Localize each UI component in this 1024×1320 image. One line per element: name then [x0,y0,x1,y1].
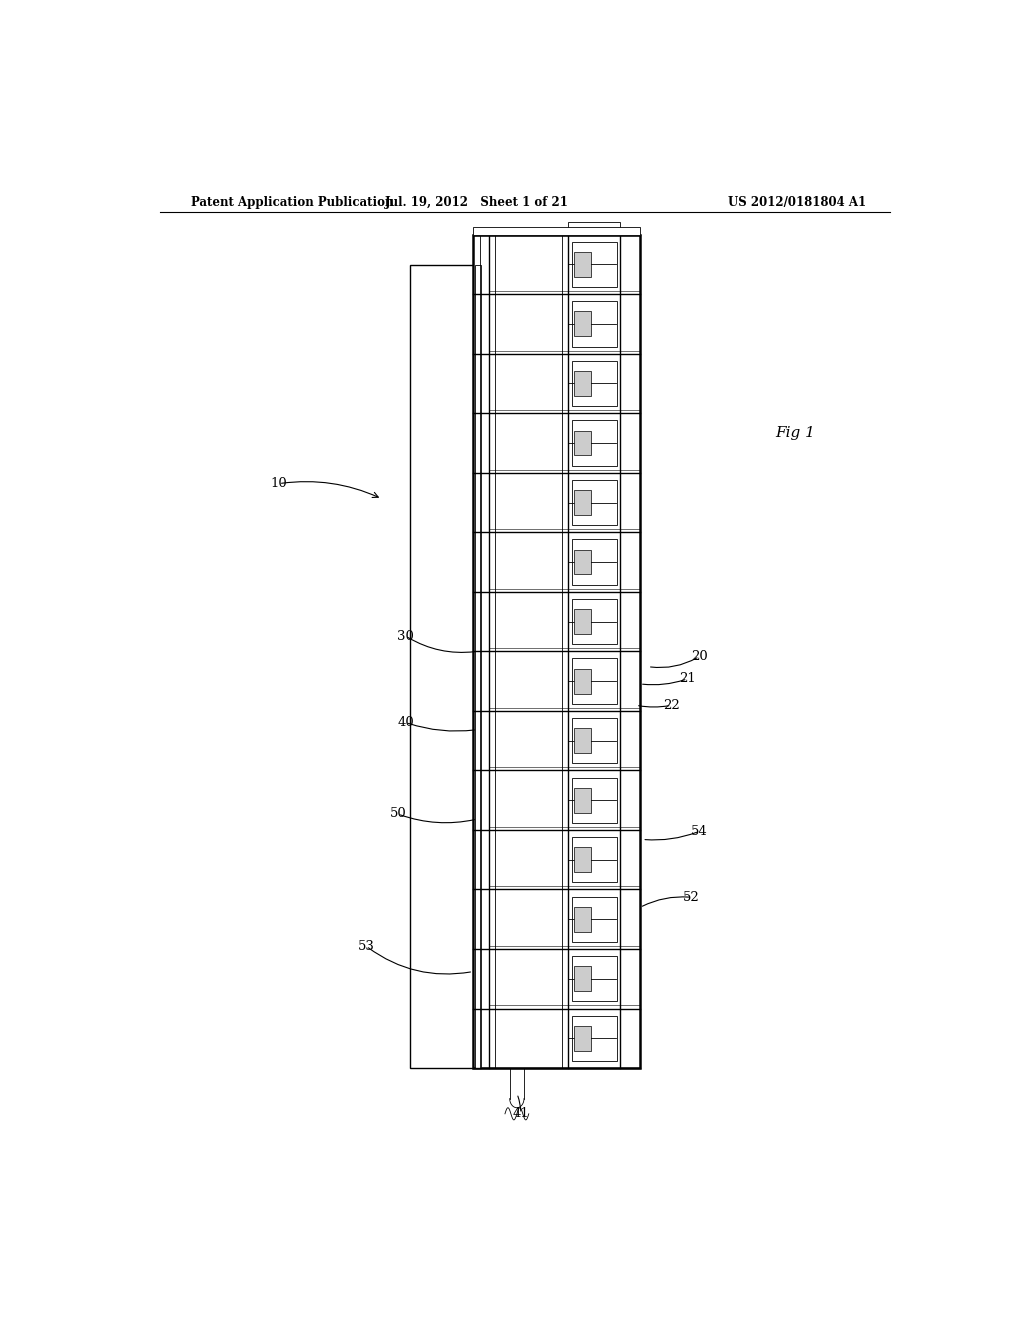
Bar [571,599,616,644]
Text: 20: 20 [691,649,708,663]
Text: Jul. 19, 2012   Sheet 1 of 21: Jul. 19, 2012 Sheet 1 of 21 [385,195,569,209]
Bar [573,609,591,634]
Text: 22: 22 [664,698,680,711]
Text: 30: 30 [397,630,414,643]
Bar [571,837,616,882]
Text: 21: 21 [679,672,696,685]
Bar [571,242,616,286]
Bar [573,252,591,277]
Bar [571,301,616,347]
Bar [571,896,616,942]
Bar [573,549,591,574]
Bar [473,235,640,1068]
Bar [473,227,640,235]
Bar [573,669,591,693]
Bar [573,788,591,813]
Bar [573,490,591,515]
Text: 54: 54 [691,825,708,838]
Bar [571,480,616,525]
Bar [573,430,591,455]
Bar [571,360,616,407]
Bar [571,659,616,704]
Text: US 2012/0181804 A1: US 2012/0181804 A1 [728,195,866,209]
Bar [571,1015,616,1061]
Bar [568,223,621,235]
Bar [573,729,591,754]
Text: Fig 1: Fig 1 [775,426,815,440]
Bar [475,265,481,1068]
Text: 41: 41 [512,1107,529,1121]
Bar [573,1026,591,1051]
Bar [573,371,591,396]
Bar [571,956,616,1002]
Bar [573,847,591,873]
Text: 50: 50 [389,808,407,821]
Text: Patent Application Publication: Patent Application Publication [191,195,394,209]
Text: 10: 10 [270,477,287,490]
Bar [410,265,481,1068]
Text: 52: 52 [683,891,699,904]
Bar [571,540,616,585]
Bar [573,312,591,337]
Bar [573,907,591,932]
Text: 53: 53 [357,940,375,953]
Bar [571,777,616,822]
Bar [571,718,616,763]
Bar [571,420,616,466]
Text: 40: 40 [397,715,414,729]
Bar [573,966,591,991]
